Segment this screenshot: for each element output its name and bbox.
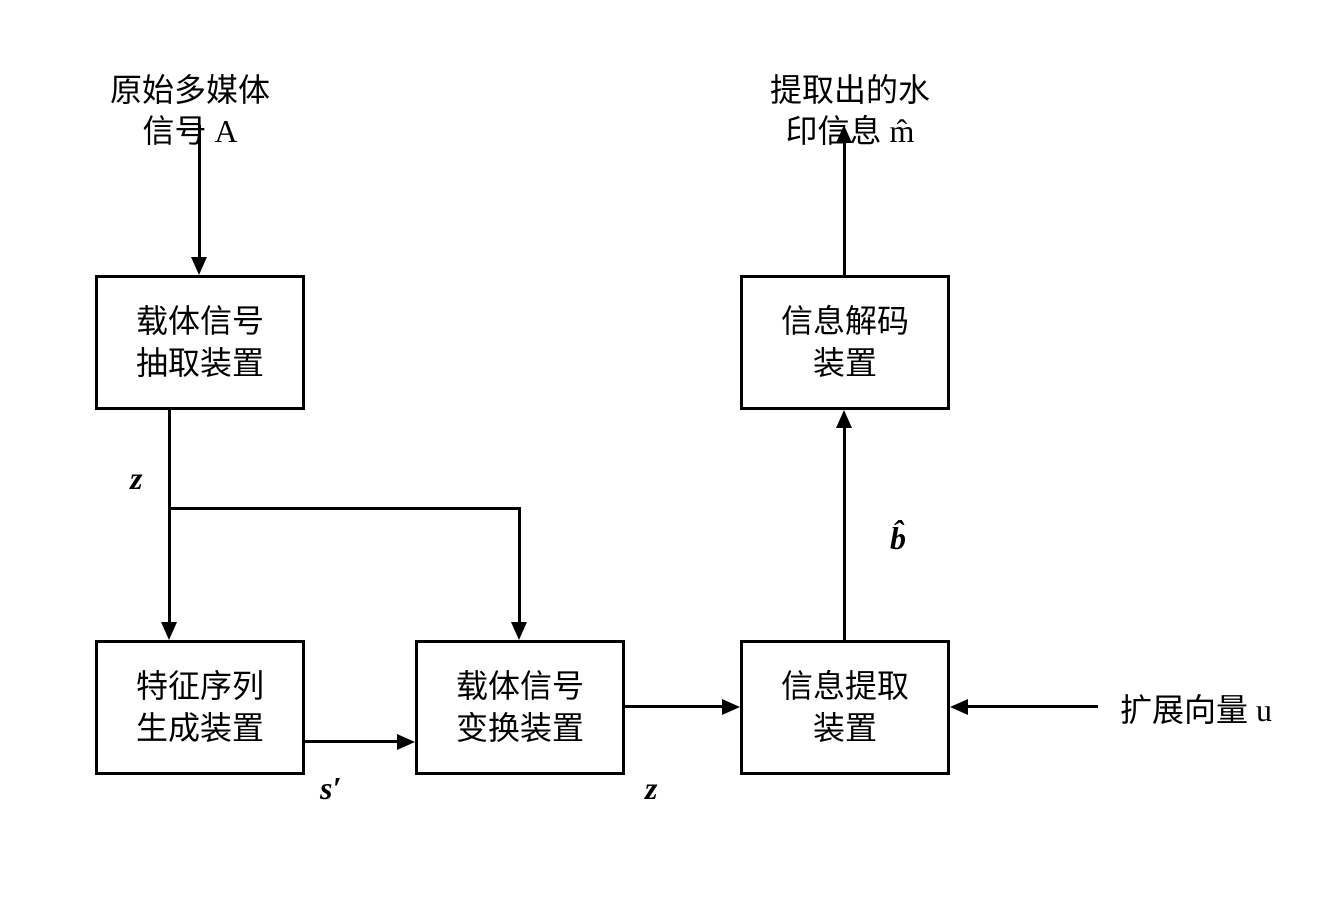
arrow-extract-to-decode xyxy=(843,428,846,640)
arrow-carrier-to-feature xyxy=(168,507,171,625)
arrow-branch-to-transform-head xyxy=(511,622,527,640)
extension-vector-label: 扩展向量 u xyxy=(1120,690,1320,732)
box-info-extract: 信息提取 装置 xyxy=(740,640,950,775)
box-carrier-extract-text: 载体信号 抽取装置 xyxy=(136,301,264,384)
input-label: 原始多媒体 信号 A xyxy=(65,28,315,153)
var-b-hat: b̂ xyxy=(890,520,906,557)
arrow-feature-to-transform xyxy=(305,740,400,743)
arrow-carrier-right-h xyxy=(168,507,520,510)
box-info-decode-text: 信息解码 装置 xyxy=(781,301,909,384)
box-carrier-extract: 载体信号 抽取装置 xyxy=(95,275,305,410)
var-z1: z xyxy=(130,460,142,497)
var-z2: z xyxy=(645,770,657,807)
box-info-extract-text: 信息提取 装置 xyxy=(781,666,909,749)
box-carrier-transform: 载体信号 变换装置 xyxy=(415,640,625,775)
box-feature-seq: 特征序列 生成装置 xyxy=(95,640,305,775)
arrow-transform-to-extract xyxy=(625,705,725,708)
arrow-extvec-to-extract xyxy=(968,705,1098,708)
arrow-input-to-carrier-head xyxy=(191,257,207,275)
arrow-extvec-to-extract-head xyxy=(950,699,968,715)
flowchart-diagram: 原始多媒体 信号 A 提取出的水 印信息 m̂ 扩展向量 u 载体信号 抽取装置… xyxy=(20,20,1341,903)
extension-vector-text: 扩展向量 u xyxy=(1120,692,1272,728)
box-carrier-transform-text: 载体信号 变换装置 xyxy=(456,666,584,749)
box-info-decode: 信息解码 装置 xyxy=(740,275,950,410)
arrow-decode-to-output xyxy=(843,143,846,275)
arrow-feature-to-transform-head xyxy=(397,734,415,750)
box-feature-seq-text: 特征序列 生成装置 xyxy=(136,666,264,749)
arrow-input-to-carrier xyxy=(198,125,201,260)
arrow-decode-to-output-head xyxy=(836,125,852,143)
arrow-carrier-to-feature-head xyxy=(161,622,177,640)
arrow-extract-to-decode-head xyxy=(836,410,852,428)
arrow-carrier-down xyxy=(168,410,171,510)
arrow-branch-to-transform xyxy=(518,507,521,625)
arrow-transform-to-extract-head xyxy=(722,699,740,715)
input-label-text: 原始多媒体 信号 A xyxy=(110,72,270,150)
var-s-prime: s′ xyxy=(320,770,341,807)
